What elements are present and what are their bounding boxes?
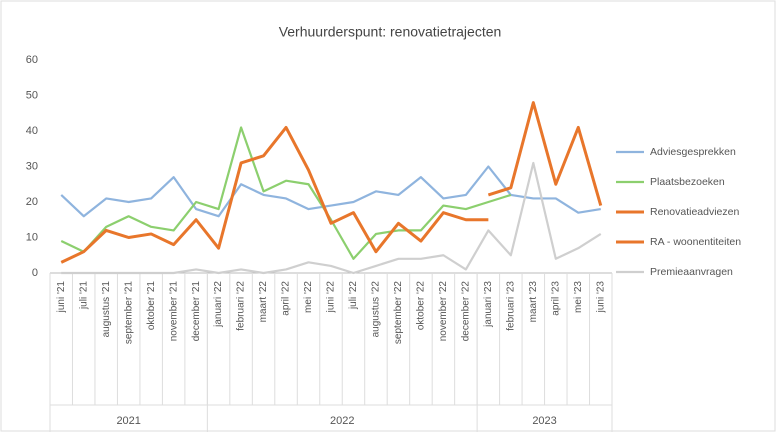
x-tick-label: september '21 (123, 281, 134, 344)
x-tick-label: juni '22 (326, 281, 337, 314)
y-tick-label: 20 (26, 196, 38, 208)
chart-title: Verhuurderspunt: renovatietrajecten (279, 24, 502, 40)
x-tick-label: februari '23 (505, 281, 516, 331)
series-line (487, 101, 603, 206)
legend-label: RA - woonentiteiten (650, 236, 741, 248)
x-tick-label: maart '23 (528, 281, 539, 323)
legend-label: Renovatieadviezen (650, 206, 739, 218)
x-tick-label: juni '21 (56, 281, 67, 314)
x-tick-label: augustus '22 (371, 281, 382, 338)
series-line (60, 125, 489, 264)
x-tick-label: juli '21 (78, 281, 89, 310)
x-tick-label: december '21 (191, 281, 202, 342)
legend-label: Adviesgesprekken (650, 146, 736, 158)
x-tick-label: december '22 (461, 281, 472, 342)
x-tick-label: februari '22 (236, 281, 247, 331)
x-tick-label: april '22 (281, 281, 292, 316)
legend-label: Plaatsbezoeken (650, 176, 725, 188)
x-tick-label: maart '22 (258, 281, 269, 323)
series-line (60, 126, 512, 260)
x-tick-label: juni '23 (595, 281, 606, 314)
x-tick-label: juli '22 (348, 281, 359, 310)
x-tick-label: augustus '21 (101, 281, 112, 338)
series-line (61, 161, 602, 275)
x-tick-label: september '22 (393, 281, 404, 344)
x-tick-label: november '21 (168, 281, 179, 342)
y-tick-label: 40 (26, 125, 38, 137)
y-tick-label: 30 (26, 160, 38, 172)
x-tick-label: april '23 (550, 281, 561, 316)
y-tick-label: 0 (32, 267, 38, 279)
year-label: 2023 (532, 415, 556, 427)
x-tick-label: november '22 (438, 281, 449, 342)
x-tick-label: januari '22 (213, 281, 224, 328)
x-tick-label: januari '23 (483, 281, 494, 328)
year-label: 2022 (330, 415, 354, 427)
x-tick-label: mei '22 (303, 281, 314, 313)
year-label: 2021 (116, 415, 140, 427)
y-tick-label: 50 (26, 89, 38, 101)
x-tick-label: oktober '21 (146, 281, 157, 331)
legend-label: Premieaanvragen (650, 266, 733, 278)
y-tick-label: 10 (26, 231, 38, 243)
y-tick-label: 60 (26, 54, 38, 66)
x-tick-label: mei '23 (573, 281, 584, 313)
x-tick-label: oktober '22 (416, 281, 427, 331)
